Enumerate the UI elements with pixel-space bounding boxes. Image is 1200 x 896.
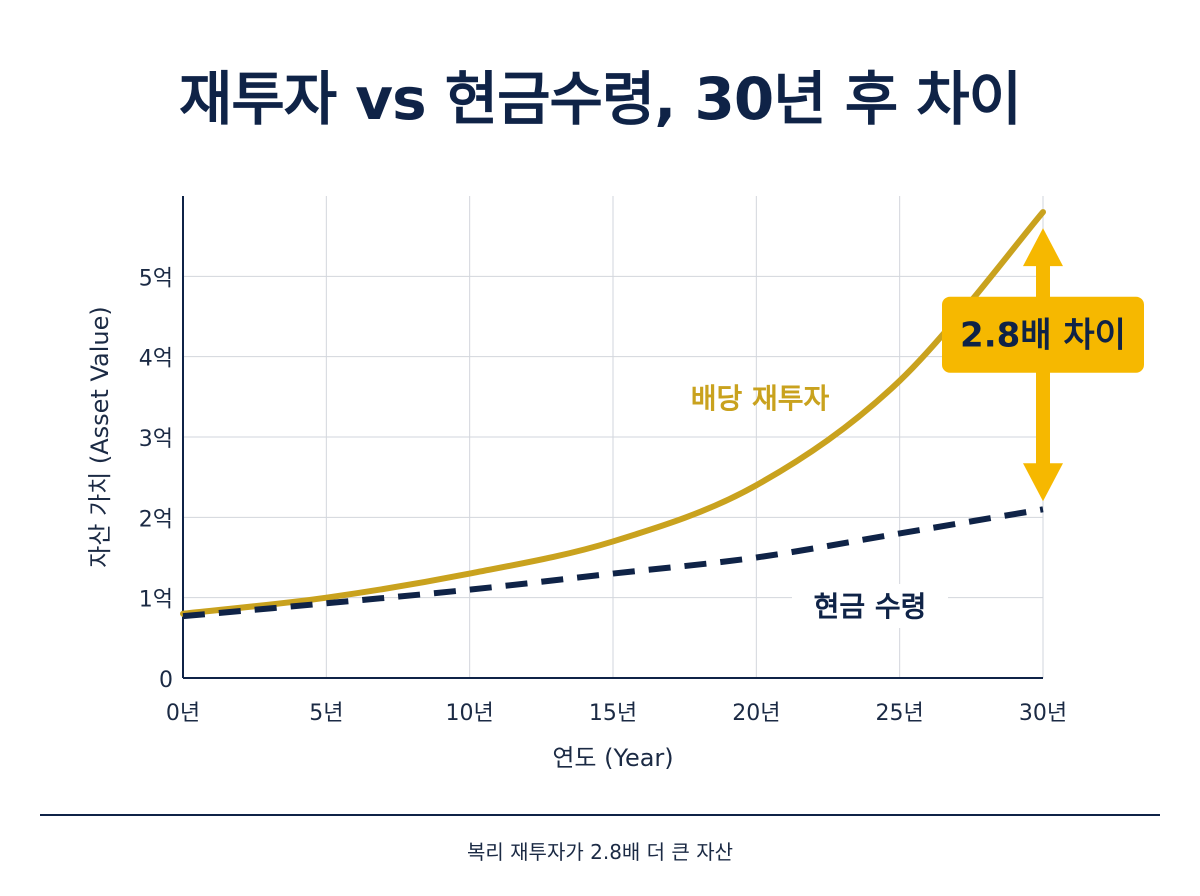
x-tick-label: 30년: [1019, 701, 1067, 726]
y-tick-label: 1억: [139, 588, 173, 613]
line-chart: 0년 5년 10년 15년 20년 25년 30년 0 1억 2억 3억 4억 5억 2.8배 차이 배…: [86, 196, 1144, 772]
y-axis-title: 자산 가치 (Asset Value): [86, 306, 114, 567]
axes: [182, 196, 1043, 679]
x-tick-label: 25년: [876, 701, 924, 726]
tick-labels: 0년 5년 10년 15년 20년 25년 30년 0 1억 2억 3억 4억 5억: [139, 266, 1067, 726]
x-tick-label: 10년: [446, 701, 494, 726]
series-label: 현금 수령: [814, 590, 927, 623]
arrow-down-icon: [1023, 463, 1063, 502]
difference-annotation: 2.8배 차이: [942, 228, 1144, 502]
y-tick-label: 4억: [139, 347, 173, 372]
series-line-cash: [182, 506, 1044, 620]
x-tick-label: 15년: [589, 701, 637, 726]
footer-caption: 복리 재투자가 2.8배 더 큰 자산: [467, 840, 733, 864]
x-tick-label: 20년: [732, 701, 780, 726]
chart-title: 재투자 vs 현금수령, 30년 후 차이: [179, 65, 1022, 133]
x-tick-label: 5년: [309, 701, 343, 726]
arrow-up-icon: [1023, 228, 1063, 267]
annotation-badge: [942, 296, 1144, 373]
y-tick-label: 5억: [139, 266, 173, 291]
x-axis-title: 연도 (Year): [552, 744, 673, 772]
series-label: 배당 재투자: [691, 382, 830, 415]
y-tick-label: 2억: [139, 507, 173, 532]
x-tick-label: 0년: [166, 701, 200, 726]
footer-divider: [40, 814, 1160, 816]
series-lines: [180, 209, 1046, 620]
series-line-reinvest: [180, 209, 1046, 617]
series-label-bg: [792, 584, 948, 628]
annotation-label: 2.8배 차이: [960, 316, 1126, 356]
y-tick-label: 0: [159, 668, 173, 693]
y-tick-label: 3억: [139, 427, 173, 452]
